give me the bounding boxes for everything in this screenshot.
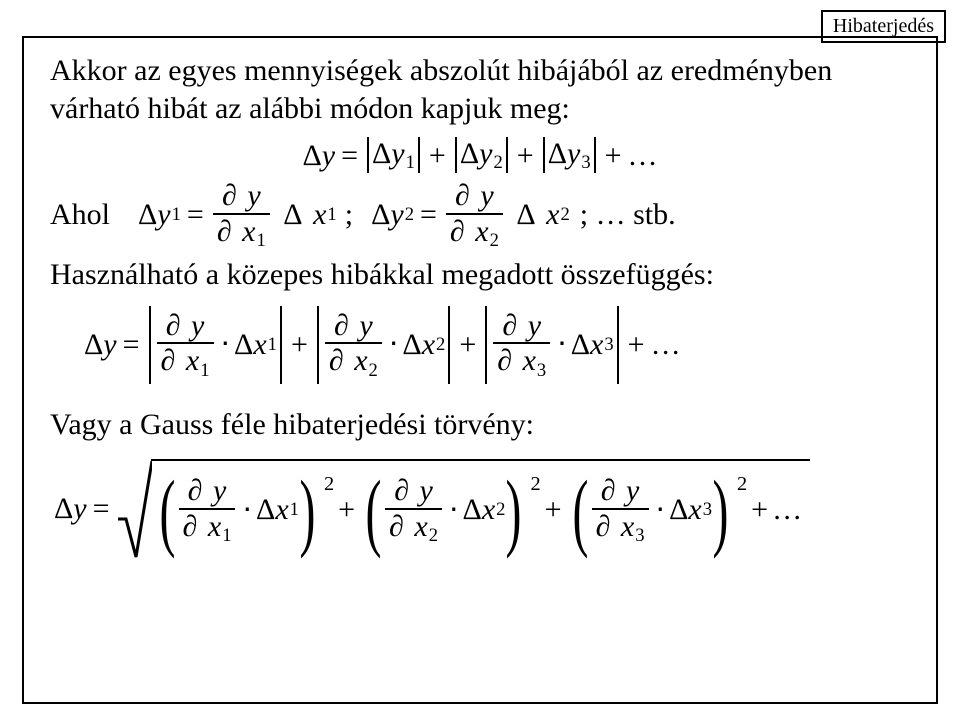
eq-sum-of-abs: Δy = Δy1 + Δy2 + Δy3 + … xyxy=(50,137,910,174)
ahol-term-2: Δy2 = ∂y ∂x2 Δx2 xyxy=(371,180,570,250)
radicand: ∂y ∂x1 ⋅ Δx1 2 + xyxy=(151,459,811,559)
ahol-sep-1: ; xyxy=(345,198,353,232)
abs-term-1: ∂y ∂x1 ⋅ Δx1 xyxy=(146,304,285,386)
ahol-tail: ; … stb. xyxy=(580,198,676,232)
abs-dy1: Δy1 xyxy=(364,137,423,174)
abs-dy3: Δy3 xyxy=(540,137,599,174)
ahol-row: Ahol Δy1 = ∂y ∂x1 Δx1 ; Δy2 = ∂y ∂x2 xyxy=(50,180,910,250)
frac-dy-dx2: ∂y ∂x2 xyxy=(446,180,503,250)
mid-text: Használható a közepes hibákkal megadott … xyxy=(50,256,910,294)
intro-paragraph: Akkor az egyes mennyiségek abszolút hibá… xyxy=(50,52,910,127)
gauss-text: Vagy a Gauss féle hibaterjedési törvény: xyxy=(50,406,910,444)
corner-tag-text: Hibaterjedés xyxy=(833,15,934,37)
ahol-label: Ahol xyxy=(50,198,110,232)
gauss-term-1: ∂y ∂x1 ⋅ Δx1 2 xyxy=(153,475,335,545)
slide: Hibaterjedés Akkor az egyes mennyiségek … xyxy=(0,0,960,720)
ahol-term-1: Δy1 = ∂y ∂x1 Δx1 xyxy=(138,180,337,250)
frac-dy-dx1: ∂y ∂x1 xyxy=(213,180,270,250)
abs-term-3: ∂y ∂x3 ⋅ Δx3 xyxy=(482,304,621,386)
radical-icon xyxy=(116,459,152,559)
gauss-term-3: ∂y ∂x3 ⋅ Δx3 2 xyxy=(566,475,748,545)
gauss-term-2: ∂y ∂x2 ⋅ Δx2 2 xyxy=(359,475,541,545)
intro-line-1: Akkor az egyes mennyiségek abszolút hibá… xyxy=(50,54,832,87)
abs-term-2: ∂y ∂x2 ⋅ Δx2 xyxy=(314,304,453,386)
eq-gauss: Δy = ∂y ∂x1 ⋅ xyxy=(54,459,910,559)
eq-abs-partials: Δy = ∂y ∂x1 ⋅ Δx1 + ∂y ∂x2 xyxy=(84,304,910,386)
abs-dy2: Δy2 xyxy=(452,137,511,174)
sqrt: ∂y ∂x1 ⋅ Δx1 2 + xyxy=(116,459,811,559)
intro-line-2: várható hibát az alábbi módon kapjuk meg… xyxy=(50,92,570,125)
main-content-box: Akkor az egyes mennyiségek abszolút hibá… xyxy=(22,36,938,704)
